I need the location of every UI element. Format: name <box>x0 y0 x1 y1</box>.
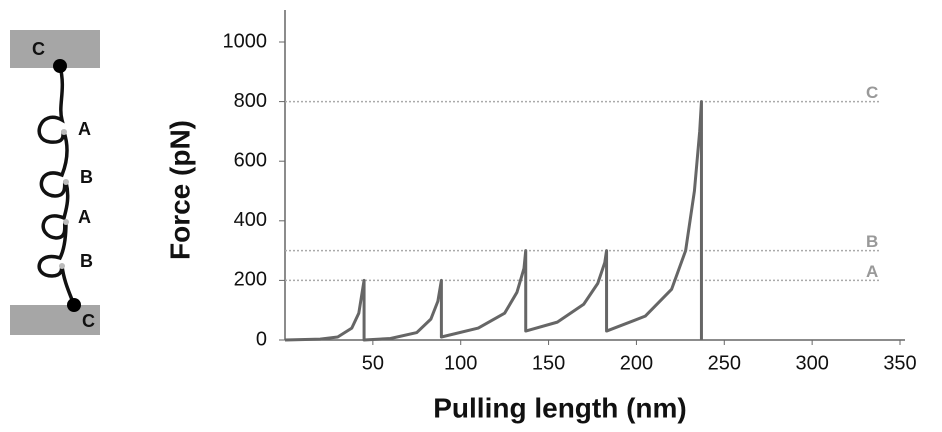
x-tick-label: 350 <box>883 352 916 374</box>
y-tick-label: 200 <box>234 269 267 291</box>
diagram-label: B <box>80 251 93 271</box>
bond-site <box>59 263 65 269</box>
bottom-surface <box>10 305 100 335</box>
bond-site <box>63 179 69 185</box>
diagram-label: B <box>80 167 93 187</box>
y-tick-label: 1000 <box>223 30 268 52</box>
bond-site <box>63 219 69 225</box>
anchor-point <box>53 59 67 73</box>
reference-label: C <box>866 83 878 102</box>
y-tick-label: 800 <box>234 90 267 112</box>
diagram-label: C <box>32 39 45 59</box>
bond-site <box>61 129 67 135</box>
y-tick-label: 400 <box>234 209 267 231</box>
x-tick-label: 100 <box>444 352 477 374</box>
reference-label: B <box>866 232 878 251</box>
x-tick-label: 50 <box>362 352 384 374</box>
y-tick-label: 600 <box>234 149 267 171</box>
y-tick-label: 0 <box>256 328 267 350</box>
x-tick-label: 300 <box>795 352 828 374</box>
x-tick-label: 200 <box>620 352 653 374</box>
x-tick-label: 150 <box>532 352 565 374</box>
force-curve <box>284 100 703 342</box>
molecule-chain <box>37 65 76 306</box>
diagram-label: A <box>78 119 91 139</box>
x-tick-label: 250 <box>708 352 741 374</box>
anchor-point <box>67 298 81 312</box>
y-axis-title: Force (pN) <box>164 120 195 260</box>
x-axis-title: Pulling length (nm) <box>433 392 687 423</box>
reference-label: A <box>866 262 878 281</box>
molecule-diagram: C A B A B C <box>10 30 100 335</box>
diagram-label: C <box>82 311 95 331</box>
diagram-label: A <box>78 207 91 227</box>
